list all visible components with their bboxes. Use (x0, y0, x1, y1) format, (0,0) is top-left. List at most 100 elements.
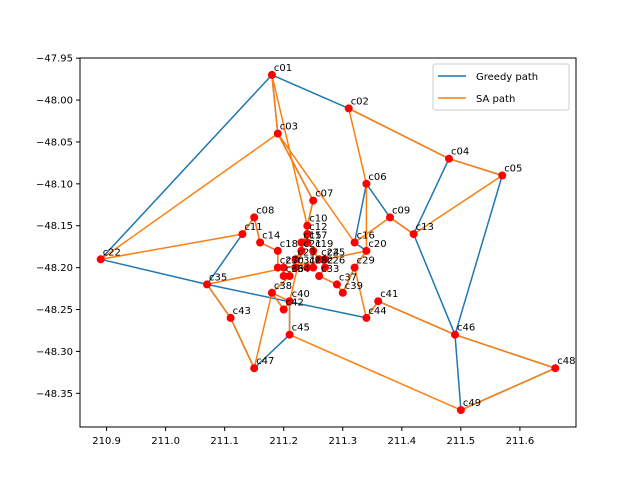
y-tick-label: −48.25 (36, 305, 73, 316)
city-label-c42: c42 (286, 298, 304, 309)
city-point-c34 (285, 272, 294, 280)
city-label-c30: c30 (286, 256, 304, 267)
city-point-c24 (315, 255, 324, 264)
city-point-c29 (350, 263, 359, 272)
city-label-c17: c17 (309, 231, 327, 242)
x-tick-label: 211.2 (269, 436, 298, 447)
legend-box (432, 63, 570, 111)
x-tick-label: 211.3 (328, 436, 357, 447)
x-tick-label: 211.5 (447, 436, 476, 447)
city-point-c21 (297, 246, 306, 255)
city-label-c04: c04 (451, 147, 469, 158)
city-label-c22: c22 (103, 247, 121, 258)
city-point-c33 (315, 272, 324, 280)
city-label-c36: c36 (286, 264, 304, 275)
city-point-c19 (309, 246, 318, 255)
city-label-c24: c24 (321, 247, 339, 258)
legend: Greedy path SA path (432, 63, 570, 111)
city-point-c11 (238, 230, 247, 239)
y-tick-label: −48.05 (36, 137, 73, 148)
city-label-c16: c16 (357, 231, 375, 242)
plot-labels: c01 c02 c03 c04 c05 c06 c07 c08 c09 c10 c11 c12 c13 c… (103, 63, 576, 409)
city-point-c18 (273, 246, 282, 255)
city-point-c36 (279, 272, 288, 280)
legend-label-greedy-path: Greedy path (476, 72, 538, 83)
city-point-c35 (203, 280, 211, 289)
city-label-c37: c37 (339, 272, 357, 283)
y-tick-label: −48.00 (36, 96, 73, 107)
city-label-c38: c38 (274, 281, 292, 292)
city-point-c31 (291, 263, 300, 272)
city-point-c38 (267, 288, 276, 297)
city-label-c27: c27 (280, 256, 298, 267)
city-label-c29: c29 (357, 256, 375, 267)
city-label-c15: c15 (303, 231, 321, 242)
city-point-c10 (303, 221, 312, 230)
city-point-c48 (551, 364, 560, 373)
city-label-c02: c02 (351, 96, 369, 107)
y-tick-label: −47.95 (36, 54, 73, 65)
city-point-c04 (445, 154, 453, 163)
city-label-c39: c39 (345, 281, 363, 292)
city-label-c49: c49 (463, 398, 481, 409)
y-tick-label: −48.30 (36, 347, 73, 358)
city-label-c46: c46 (457, 323, 475, 334)
city-point-c08 (250, 213, 259, 222)
city-label-c05: c05 (504, 164, 522, 175)
city-point-c44 (362, 313, 371, 322)
city-label-c11: c11 (244, 222, 262, 233)
city-label-c34: c34 (292, 264, 310, 275)
city-point-c49 (456, 406, 465, 415)
city-label-c47: c47 (256, 356, 274, 367)
city-point-c41 (374, 297, 383, 306)
city-label-c20: c20 (368, 239, 386, 250)
y-tick-label: −48.20 (36, 263, 73, 274)
city-label-c12: c12 (309, 222, 327, 233)
city-point-c37 (332, 280, 341, 289)
city-point-c47 (250, 364, 259, 373)
city-point-c23 (291, 255, 300, 264)
city-point-c22 (96, 255, 105, 264)
y-tick-label: −48.10 (36, 179, 73, 190)
city-label-c31: c31 (298, 256, 316, 267)
city-label-c10: c10 (309, 214, 327, 225)
city-point-c43 (226, 313, 235, 322)
y-tick-label: −48.15 (36, 221, 73, 232)
city-label-c25: c25 (327, 247, 345, 258)
city-point-c25 (321, 255, 329, 264)
city-point-c42 (279, 305, 288, 314)
x-tick-label: 211.4 (387, 436, 416, 447)
city-point-c03 (273, 129, 282, 138)
city-label-c40: c40 (292, 289, 310, 300)
city-label-c43: c43 (233, 306, 251, 317)
city-label-c08: c08 (256, 205, 274, 216)
city-point-c07 (309, 196, 318, 205)
y-axis: −47.95 −48.00 −48.05 −48.10 −48.15 −48.20 −48.… (36, 54, 80, 400)
city-label-c07: c07 (315, 189, 333, 200)
city-point-c39 (338, 288, 347, 297)
plot-frame (79, 57, 577, 428)
city-point-c14 (256, 238, 265, 247)
city-point-c17 (303, 238, 312, 247)
city-point-c13 (409, 230, 418, 239)
city-point-c16 (350, 238, 359, 247)
city-point-c06 (362, 179, 371, 188)
city-label-c48: c48 (557, 356, 575, 367)
city-label-c13: c13 (416, 222, 434, 233)
city-label-c01: c01 (274, 63, 292, 74)
city-label-c21: c21 (303, 239, 321, 250)
city-label-c26: c26 (327, 256, 345, 267)
city-label-c14: c14 (262, 231, 280, 242)
city-point-c46 (451, 330, 459, 339)
city-label-c45: c45 (292, 323, 310, 334)
city-label-c28: c28 (309, 256, 327, 267)
city-point-c20 (362, 246, 371, 255)
x-tick-label: 211.1 (210, 436, 239, 447)
city-point-c12 (303, 230, 312, 239)
city-point-c32 (309, 263, 318, 272)
city-label-c19: c19 (315, 239, 333, 250)
city-point-c30 (279, 263, 288, 272)
x-tick-label: 210.9 (92, 436, 121, 447)
city-label-c23: c23 (298, 247, 316, 258)
